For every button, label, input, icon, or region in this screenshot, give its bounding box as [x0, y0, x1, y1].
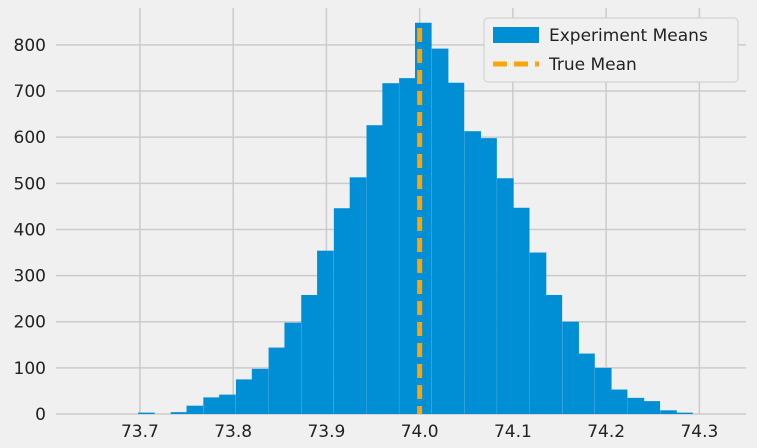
histogram-bar: [382, 83, 399, 414]
histogram-bar: [203, 397, 220, 414]
histogram-bar: [301, 294, 318, 414]
y-tick-label: 600: [14, 128, 46, 148]
legend-label-true-mean: True Mean: [548, 55, 637, 75]
histogram-bar: [447, 82, 465, 414]
histogram-bar: [251, 368, 269, 414]
y-tick-label: 500: [14, 174, 46, 194]
x-tick-label: 74.1: [494, 422, 532, 442]
histogram-bar: [545, 294, 563, 414]
histogram-bar: [610, 389, 628, 414]
histogram-bar: [366, 125, 384, 414]
histogram-bar: [235, 379, 253, 414]
histogram-bar: [186, 405, 204, 414]
y-tick-label: 800: [14, 36, 46, 56]
histogram-bar: [138, 412, 155, 414]
histogram-bar: [317, 250, 334, 414]
histogram-bar: [170, 412, 188, 414]
histogram-bar: [349, 177, 367, 414]
x-tick-label: 73.7: [121, 422, 159, 442]
histogram-bar: [529, 252, 547, 414]
y-tick-label: 300: [14, 267, 46, 287]
histogram-bar: [627, 397, 645, 414]
histogram-bar: [431, 48, 449, 414]
histogram-bar: [497, 178, 514, 414]
histogram-bar: [578, 353, 595, 414]
y-tick-label: 400: [14, 220, 46, 240]
y-tick-label: 100: [14, 359, 46, 379]
x-tick-label: 74.0: [401, 422, 439, 442]
histogram-bar: [399, 78, 416, 415]
x-tick-label: 73.9: [307, 422, 345, 442]
x-axis-ticks: 73.7 73.8 73.9 74.0 74.1 74.2 74.3: [121, 422, 718, 442]
y-tick-label: 700: [14, 82, 46, 102]
histogram-bar: [480, 138, 497, 414]
legend: Experiment Means True Mean: [483, 17, 739, 83]
histogram-bar: [562, 321, 579, 414]
histogram-bars: [138, 22, 693, 415]
x-tick-label: 73.8: [214, 422, 252, 442]
histogram-bar: [512, 207, 530, 414]
histogram-bar: [284, 322, 302, 414]
histogram-bar: [219, 394, 236, 414]
histogram-bar: [464, 131, 482, 415]
histogram-bar: [660, 410, 677, 414]
histogram-bar: [333, 208, 351, 414]
legend-box: [483, 17, 739, 83]
legend-swatch-experiment-means: [493, 27, 539, 43]
y-axis-ticks: 0 100 200 300 400 500 600 700 800: [14, 36, 46, 425]
x-tick-label: 74.3: [680, 422, 718, 442]
y-tick-label: 200: [14, 313, 46, 333]
histogram-bar: [643, 401, 661, 414]
legend-label-experiment-means: Experiment Means: [549, 26, 708, 46]
histogram-bar: [594, 367, 612, 414]
x-tick-label: 74.2: [587, 422, 625, 442]
histogram-bar: [268, 347, 286, 414]
y-tick-label: 0: [35, 405, 46, 425]
histogram-bar: [676, 412, 693, 414]
